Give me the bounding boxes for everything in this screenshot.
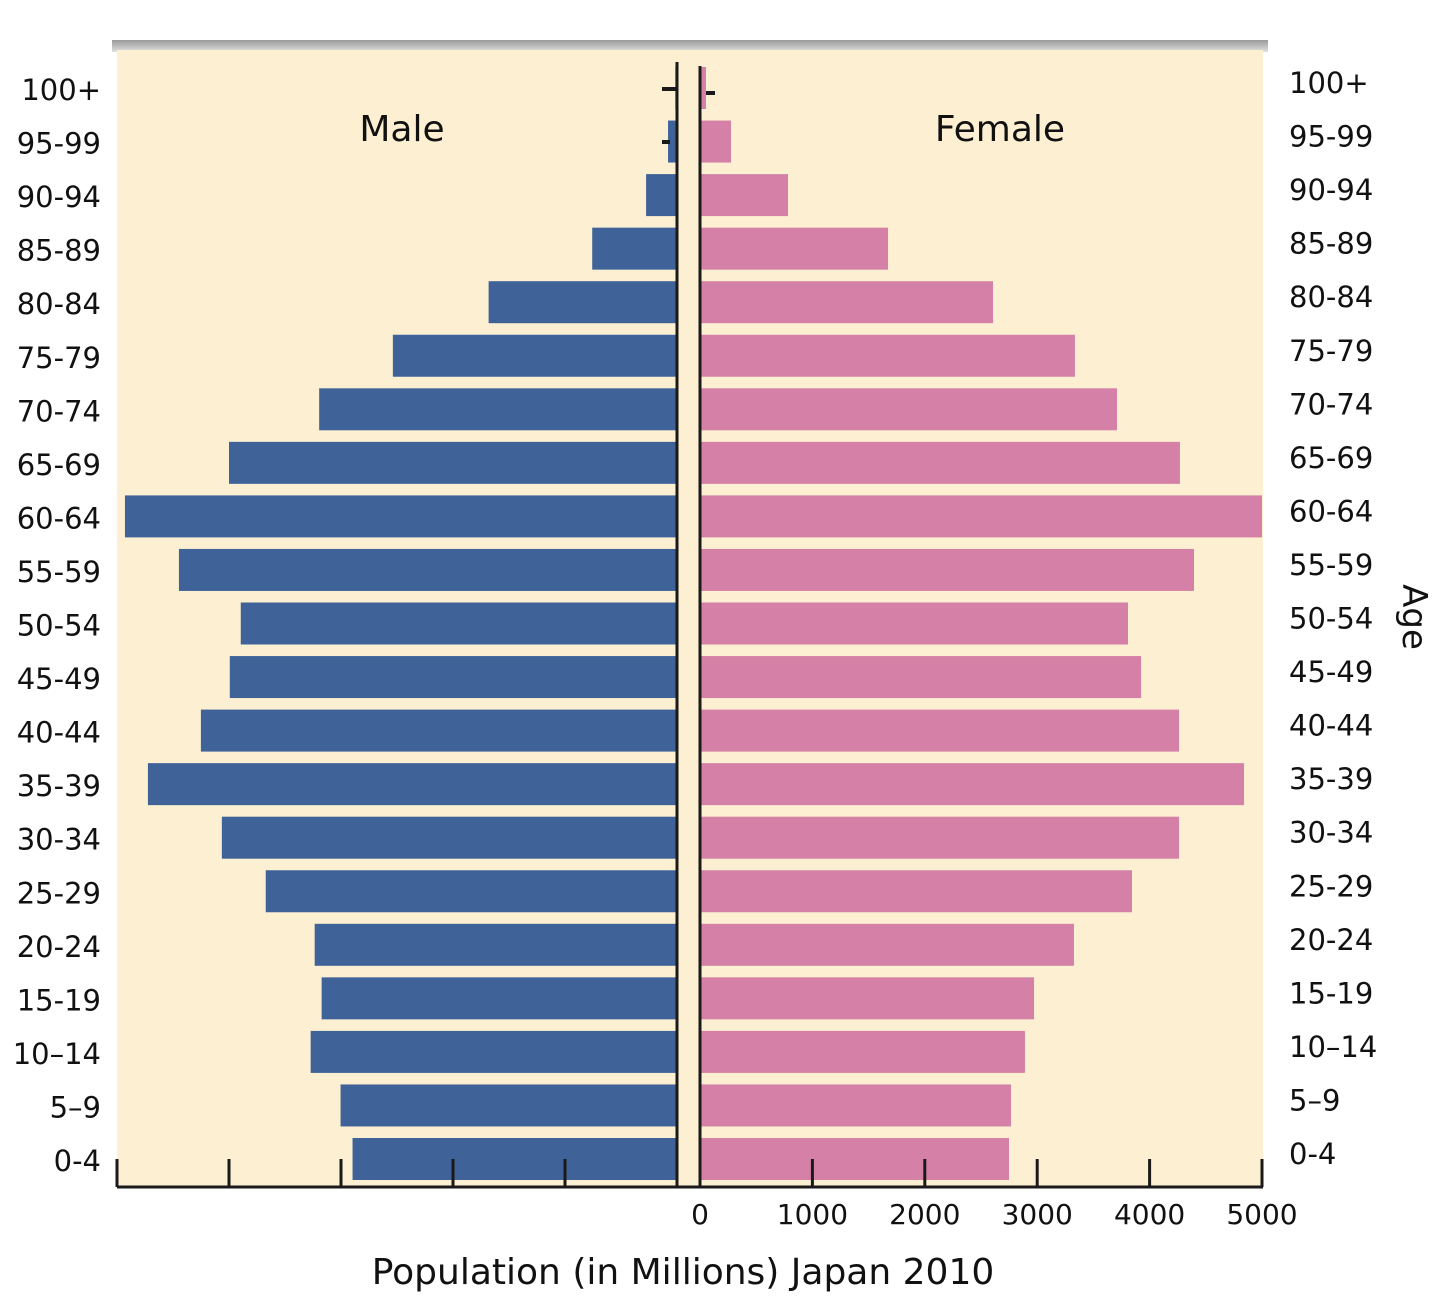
age-label-right: 30-34	[1289, 816, 1373, 850]
female-bar-95-99	[700, 120, 732, 163]
age-label-right: 25-29	[1289, 869, 1373, 903]
female-bar-90-94	[700, 174, 789, 217]
age-label-left: 5–9	[50, 1090, 101, 1124]
age-label-left: 0-4	[54, 1144, 101, 1178]
age-label-left: 45-49	[17, 662, 101, 696]
age-label-right: 70-74	[1289, 387, 1373, 421]
male-bar-55-59	[178, 548, 677, 591]
female-bar-40-44	[700, 709, 1180, 752]
age-label-left: 30-34	[17, 823, 101, 857]
male-bar-45-49	[229, 656, 677, 699]
age-label-left: 55-59	[17, 555, 101, 589]
male-bar-65-69	[229, 441, 677, 484]
male-bar-75-79	[392, 334, 677, 377]
age-label-right: 65-69	[1289, 441, 1373, 475]
age-label-right: 0-4	[1289, 1137, 1336, 1171]
male-bar-5–9	[340, 1084, 677, 1127]
age-label-left: 50-54	[17, 609, 101, 643]
female-bar-75-79	[700, 334, 1075, 377]
y-axis-title: Age	[1394, 584, 1434, 650]
age-label-right: 55-59	[1289, 548, 1373, 582]
male-bar-10–14	[310, 1030, 677, 1073]
legend-male: Male	[359, 109, 444, 150]
age-label-left: 20-24	[17, 930, 101, 964]
male-bar-85-89	[592, 227, 677, 270]
male-bar-95-99	[668, 120, 677, 163]
x-tick-label: 3000	[1002, 1198, 1073, 1231]
age-label-left: 65-69	[17, 448, 101, 482]
tick-mark	[706, 91, 715, 95]
age-label-right: 75-79	[1289, 334, 1373, 368]
age-label-left: 35-39	[17, 769, 101, 803]
male-bar-40-44	[200, 709, 677, 752]
age-label-right: 35-39	[1289, 762, 1373, 796]
age-label-left: 100+	[21, 73, 101, 107]
age-label-left: 40-44	[17, 716, 101, 750]
female-bar-35-39	[700, 763, 1245, 806]
age-label-right: 5–9	[1289, 1083, 1340, 1117]
male-bar-70-74	[319, 388, 677, 431]
age-label-left: 15-19	[17, 983, 101, 1017]
female-bar-100+	[700, 67, 706, 109]
age-label-right: 60-64	[1289, 494, 1373, 528]
x-axis-title: Population (in Millions) Japan 2010	[372, 1252, 995, 1293]
female-bar-5–9	[700, 1084, 1012, 1127]
female-bar-10–14	[700, 1030, 1025, 1073]
male-bar-35-39	[147, 763, 678, 806]
x-tick-label: 2000	[889, 1198, 960, 1231]
age-label-right: 40-44	[1289, 709, 1373, 743]
x-tick-label: 0	[691, 1198, 709, 1231]
plot-shadow	[112, 40, 1268, 52]
age-label-right: 45-49	[1289, 655, 1373, 689]
female-bar-85-89	[700, 227, 889, 270]
male-bar-0-4	[352, 1138, 677, 1180]
male-bar-25-29	[265, 870, 677, 913]
female-bar-50-54	[700, 602, 1129, 645]
male-bar-50-54	[240, 602, 677, 645]
female-bar-65-69	[700, 441, 1180, 484]
male-bar-15-19	[321, 977, 677, 1020]
female-bar-55-59	[700, 548, 1194, 591]
female-bar-45-49	[700, 656, 1142, 699]
tick-mark	[662, 140, 670, 144]
age-label-left: 25-29	[17, 876, 101, 910]
age-label-right: 15-19	[1289, 976, 1373, 1010]
age-label-left: 95-99	[17, 127, 101, 161]
female-bar-0-4	[700, 1138, 1009, 1180]
tick-mark	[662, 87, 676, 91]
male-bar-30-34	[221, 816, 677, 859]
age-label-right: 95-99	[1289, 120, 1373, 154]
x-tick-label: 4000	[1114, 1198, 1185, 1231]
age-label-left: 10–14	[13, 1037, 101, 1071]
age-label-left: 75-79	[17, 341, 101, 375]
age-label-right: 85-89	[1289, 227, 1373, 261]
age-label-right: 100+	[1289, 66, 1369, 100]
x-tick-label: 5000	[1226, 1198, 1297, 1231]
female-bar-20-24	[700, 923, 1074, 966]
age-label-right: 20-24	[1289, 923, 1373, 957]
age-label-left: 90-94	[17, 180, 101, 214]
age-label-left: 60-64	[17, 501, 101, 535]
female-bar-30-34	[700, 816, 1180, 859]
legend-female: Female	[935, 109, 1065, 150]
male-bar-90-94	[646, 174, 677, 217]
female-bar-60-64	[700, 495, 1262, 538]
female-bar-15-19	[700, 977, 1035, 1020]
age-label-left: 80-84	[17, 287, 101, 321]
female-bar-25-29	[700, 870, 1132, 913]
female-bar-70-74	[700, 388, 1118, 431]
age-label-right: 50-54	[1289, 602, 1373, 636]
age-label-left: 85-89	[17, 234, 101, 268]
female-bar-80-84	[700, 281, 994, 324]
male-bar-60-64	[124, 495, 677, 538]
age-label-right: 90-94	[1289, 173, 1373, 207]
age-label-left: 70-74	[17, 394, 101, 428]
age-label-right: 80-84	[1289, 280, 1373, 314]
male-bar-80-84	[488, 281, 677, 324]
x-tick-label: 1000	[777, 1198, 848, 1231]
male-bar-20-24	[314, 923, 677, 966]
age-label-right: 10–14	[1289, 1030, 1377, 1064]
